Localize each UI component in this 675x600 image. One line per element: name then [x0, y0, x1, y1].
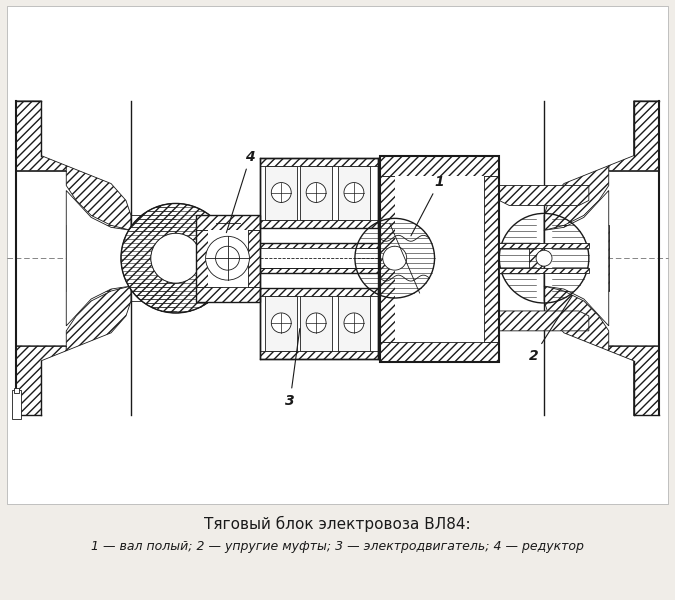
- Polygon shape: [544, 286, 609, 351]
- Polygon shape: [16, 346, 66, 415]
- Bar: [338, 166, 370, 220]
- Circle shape: [121, 203, 230, 313]
- Bar: [131, 268, 539, 273]
- Bar: [248, 230, 261, 287]
- Polygon shape: [500, 185, 589, 205]
- Polygon shape: [529, 226, 609, 291]
- Polygon shape: [66, 286, 131, 351]
- Bar: [14, 388, 20, 392]
- Circle shape: [306, 182, 326, 202]
- Bar: [265, 296, 297, 351]
- Polygon shape: [16, 101, 66, 170]
- Bar: [500, 268, 589, 273]
- Text: 1 — вал полый; 2 — упругие муфты; 3 — электродвигатель; 4 — редуктор: 1 — вал полый; 2 — упругие муфты; 3 — эл…: [90, 541, 583, 553]
- Circle shape: [215, 246, 240, 270]
- Bar: [380, 155, 500, 176]
- Bar: [380, 342, 500, 362]
- Bar: [196, 230, 208, 287]
- Bar: [380, 155, 500, 362]
- Circle shape: [151, 233, 200, 283]
- Bar: [196, 215, 261, 302]
- Bar: [500, 243, 589, 248]
- Circle shape: [536, 250, 552, 266]
- Circle shape: [206, 236, 249, 280]
- Text: 3: 3: [286, 329, 300, 407]
- Circle shape: [151, 233, 200, 283]
- Text: 1: 1: [411, 175, 444, 236]
- Text: 2: 2: [529, 295, 572, 363]
- Bar: [338, 296, 370, 351]
- Bar: [261, 351, 378, 359]
- Polygon shape: [66, 226, 146, 291]
- Bar: [196, 287, 261, 302]
- Polygon shape: [609, 101, 659, 170]
- Polygon shape: [66, 166, 131, 230]
- Bar: [265, 166, 297, 220]
- Bar: [300, 296, 332, 351]
- Text: Тяговый блок электровоза ВЛ84:: Тяговый блок электровоза ВЛ84:: [204, 516, 470, 532]
- Circle shape: [344, 313, 364, 333]
- Polygon shape: [544, 166, 609, 230]
- Polygon shape: [609, 346, 659, 415]
- Bar: [261, 288, 378, 296]
- Bar: [131, 248, 539, 268]
- Circle shape: [306, 313, 326, 333]
- Bar: [395, 176, 485, 342]
- Circle shape: [271, 182, 291, 202]
- Polygon shape: [500, 311, 589, 331]
- Bar: [196, 215, 261, 230]
- Bar: [261, 158, 378, 229]
- Bar: [380, 176, 395, 342]
- Bar: [261, 288, 378, 359]
- Bar: [261, 158, 378, 166]
- Polygon shape: [544, 191, 609, 326]
- Bar: [208, 230, 248, 287]
- Circle shape: [383, 246, 406, 270]
- Text: 4: 4: [226, 149, 255, 233]
- Bar: [11, 389, 22, 419]
- Polygon shape: [66, 191, 131, 326]
- Bar: [131, 243, 539, 248]
- Bar: [500, 268, 519, 273]
- Bar: [131, 243, 151, 248]
- Circle shape: [344, 182, 364, 202]
- Bar: [485, 176, 500, 342]
- Bar: [500, 243, 519, 248]
- Bar: [131, 268, 151, 273]
- Circle shape: [271, 313, 291, 333]
- Bar: [300, 166, 332, 220]
- Bar: [7, 7, 668, 504]
- Bar: [261, 220, 378, 229]
